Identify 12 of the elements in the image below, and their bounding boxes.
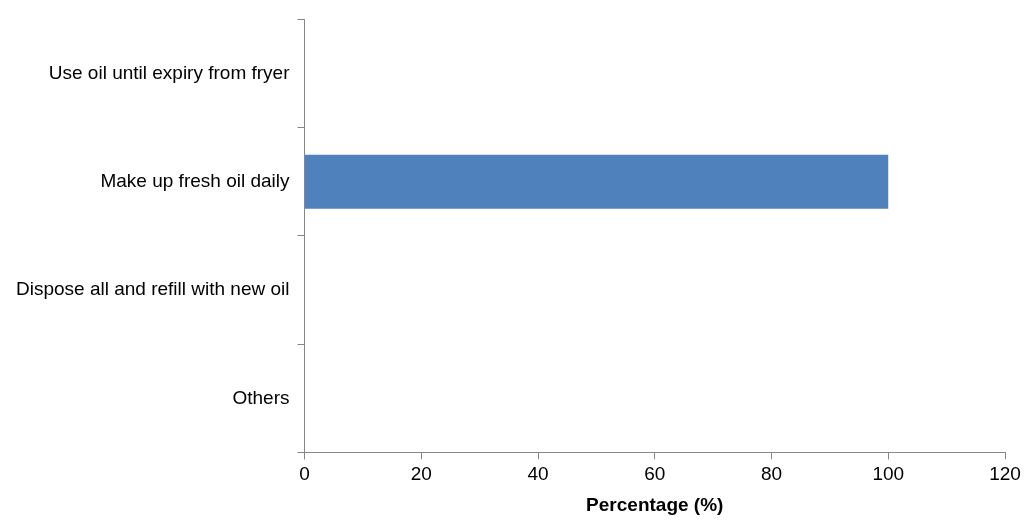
x-tick-label: 100 — [872, 463, 905, 485]
x-tick-label: 120 — [989, 463, 1021, 485]
y-tick-label: Others — [232, 386, 290, 408]
x-tick-label: 0 — [299, 463, 310, 485]
y-tick-label: Dispose all and refill with new oil — [16, 278, 290, 300]
x-axis-title: Percentage (%) — [586, 493, 724, 515]
x-tick-label: 60 — [644, 463, 666, 485]
y-tick-label: Make up fresh oil daily — [100, 170, 290, 192]
x-tick-label: 20 — [410, 463, 432, 485]
y-tick-label: Use oil until expiry from fryer — [48, 61, 291, 83]
x-tick-label: 40 — [527, 463, 549, 485]
x-tick-label: 80 — [760, 463, 783, 485]
